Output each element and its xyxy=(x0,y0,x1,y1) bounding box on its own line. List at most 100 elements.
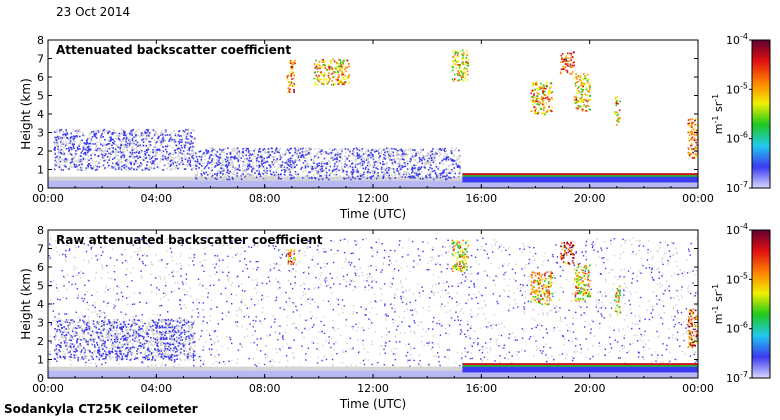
noise-pixel xyxy=(326,279,329,282)
backscatter-pixel xyxy=(148,143,151,146)
backscatter-pixel xyxy=(339,59,342,61)
noise-pixel xyxy=(273,262,275,265)
backscatter-pixel xyxy=(453,155,456,158)
backscatter-pixel xyxy=(575,81,578,84)
backscatter-pixel xyxy=(128,159,131,162)
backscatter-pixel xyxy=(194,137,196,140)
backscatter-pixel xyxy=(367,168,370,171)
backscatter-pixel xyxy=(323,66,326,69)
backscatter-pixel xyxy=(441,147,443,150)
backscatter-pixel xyxy=(537,111,540,114)
backscatter-pixel xyxy=(231,160,234,163)
backscatter-pixel xyxy=(203,151,205,154)
noise-pixel xyxy=(648,267,651,269)
backscatter-pixel xyxy=(272,171,275,174)
noise-pixel xyxy=(483,356,486,358)
backscatter-pixel xyxy=(416,167,418,169)
backscatter-pixel xyxy=(398,149,401,152)
backscatter-pixel xyxy=(322,149,324,152)
backscatter-pixel xyxy=(573,99,576,101)
backscatter-pixel xyxy=(617,119,620,122)
backscatter-pixel xyxy=(152,149,154,151)
backscatter-pixel xyxy=(290,60,293,63)
backscatter-pixel xyxy=(60,152,63,155)
noise-pixel xyxy=(671,275,673,277)
noise-pixel xyxy=(453,242,455,244)
backscatter-pixel xyxy=(302,177,304,179)
backscatter-pixel xyxy=(282,169,285,171)
backscatter-pixel xyxy=(281,161,284,163)
backscatter-pixel xyxy=(387,148,389,151)
backscatter-pixel xyxy=(268,164,270,166)
backscatter-pixel xyxy=(82,149,85,151)
noise-pixel xyxy=(95,365,98,367)
backscatter-pixel xyxy=(586,74,588,76)
backscatter-pixel xyxy=(325,165,328,168)
backscatter-pixel xyxy=(320,162,323,165)
backscatter-pixel xyxy=(252,175,254,177)
backscatter-pixel xyxy=(211,169,213,172)
noise-pixel xyxy=(610,316,612,318)
backscatter-pixel xyxy=(156,141,158,143)
backscatter-pixel xyxy=(289,161,291,164)
noise-pixel xyxy=(597,309,600,311)
backscatter-pixel xyxy=(242,170,245,173)
backscatter-pixel xyxy=(198,162,201,165)
backscatter-pixel xyxy=(346,157,348,160)
backscatter-pixel xyxy=(451,169,453,171)
backscatter-pixel xyxy=(383,154,385,156)
colorbar-tick-label: 10-6 xyxy=(726,131,748,146)
backscatter-pixel xyxy=(694,155,697,157)
backscatter-pixel xyxy=(292,63,295,66)
noise-pixel xyxy=(676,251,678,254)
noise-pixel xyxy=(503,347,505,349)
backscatter-pixel xyxy=(536,88,538,90)
noise-pixel xyxy=(523,306,525,308)
backscatter-pixel xyxy=(689,154,691,156)
feature-cloud-19h-low xyxy=(573,73,592,112)
backscatter-pixel xyxy=(545,85,548,87)
backscatter-pixel xyxy=(383,157,385,159)
backscatter-pixel xyxy=(353,154,356,156)
noise-pixel xyxy=(559,354,561,356)
backscatter-pixel xyxy=(407,169,410,171)
noise-pixel xyxy=(133,318,135,320)
backscatter-pixel xyxy=(186,163,188,166)
noise-pixel xyxy=(361,275,364,277)
backscatter-pixel xyxy=(242,174,245,177)
backscatter-pixel xyxy=(458,71,460,73)
backscatter-pixel xyxy=(589,108,591,111)
backscatter-pixel xyxy=(313,71,316,74)
backscatter-pixel xyxy=(79,166,82,169)
backscatter-pixel xyxy=(264,151,266,153)
noise-pixel xyxy=(651,305,653,308)
backscatter-pixel xyxy=(126,142,129,145)
backscatter-pixel xyxy=(423,166,426,168)
noise-pixel xyxy=(323,324,325,326)
backscatter-pixel xyxy=(94,154,96,156)
backscatter-pixel xyxy=(141,139,143,141)
backscatter-pixel xyxy=(72,136,74,138)
backscatter-pixel xyxy=(316,71,319,73)
backscatter-pixel xyxy=(334,154,336,157)
noise-pixel xyxy=(569,327,571,329)
noise-pixel xyxy=(193,254,196,256)
backscatter-pixel xyxy=(292,77,295,80)
backscatter-pixel xyxy=(393,148,396,150)
backscatter-pixel xyxy=(367,170,369,173)
backscatter-pixel xyxy=(318,75,320,77)
backscatter-pixel xyxy=(342,65,345,67)
backscatter-pixel xyxy=(355,147,358,149)
backscatter-pixel xyxy=(574,82,577,85)
backscatter-pixel xyxy=(616,96,618,98)
backscatter-pixel xyxy=(181,157,183,159)
noise-pixel xyxy=(586,306,588,308)
backscatter-pixel xyxy=(261,165,263,167)
backscatter-pixel xyxy=(445,172,447,174)
backscatter-pixel xyxy=(185,128,187,131)
noise-pixel xyxy=(502,288,505,291)
noise-pixel xyxy=(389,259,391,262)
backscatter-pixel xyxy=(224,175,226,177)
noise-pixel xyxy=(336,249,338,251)
backscatter-pixel xyxy=(62,133,65,136)
